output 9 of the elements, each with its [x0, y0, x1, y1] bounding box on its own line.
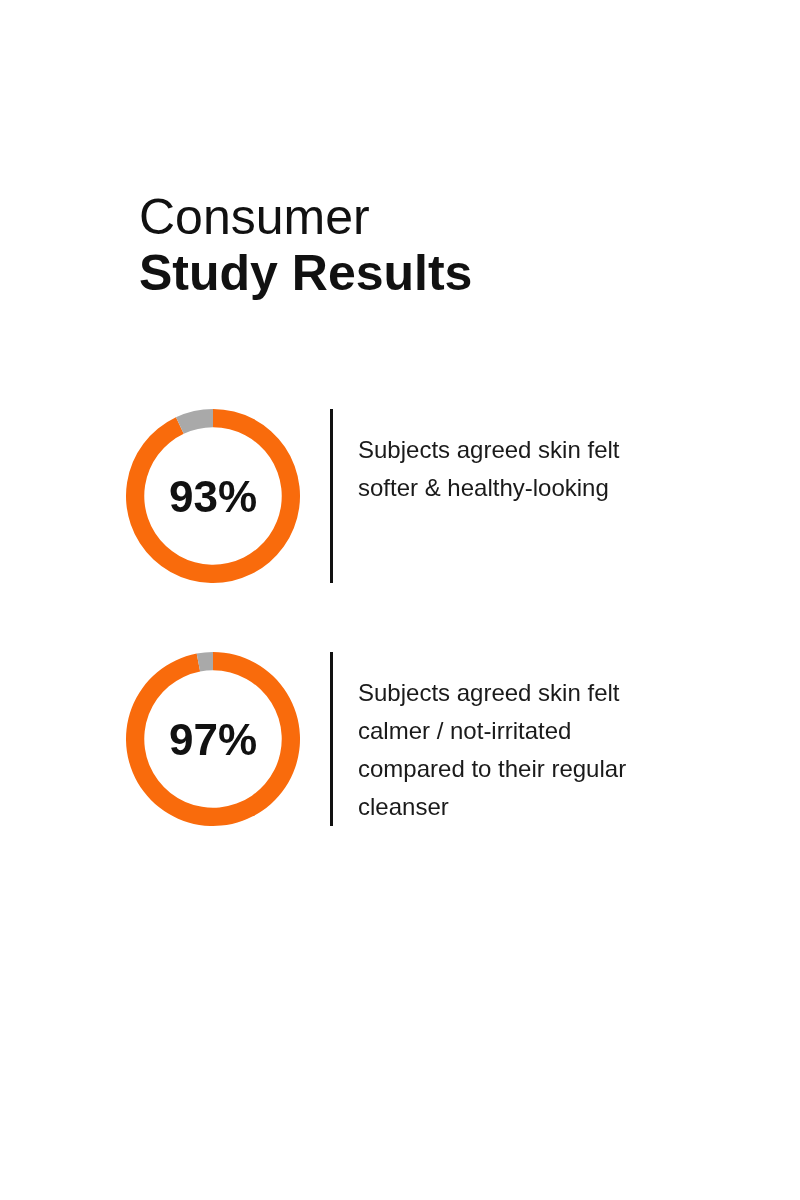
data-label: 93% — [169, 472, 258, 521]
text: Subjects agreed skin felt calmer / not-irritated compared to their regular cleanser — [358, 678, 628, 822]
donut-slice — [126, 652, 300, 826]
data-label: 97% — [169, 715, 258, 764]
donut-slice — [175, 409, 213, 434]
donut-slice — [126, 409, 300, 583]
chart-title: Consumer Study Results — [139, 189, 473, 301]
donut-slice — [196, 652, 213, 672]
text: Subjects agreed skin felt softer & healthy-looking — [358, 435, 621, 503]
